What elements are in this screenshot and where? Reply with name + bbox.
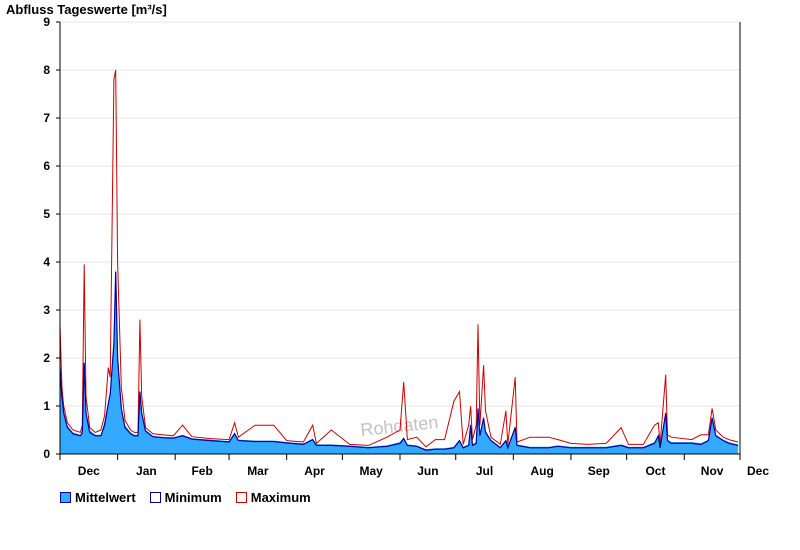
x-tick-label: Jun	[417, 464, 438, 478]
series-mittelwert-area	[60, 266, 739, 454]
legend-label-maximum: Maximum	[250, 490, 311, 505]
y-tick-label: 1	[43, 399, 50, 413]
y-tick-label: 3	[43, 303, 50, 317]
x-tick-label: Nov	[701, 464, 724, 478]
grid-lines	[60, 21, 740, 407]
legend-item-mittelwert: Mittelwert	[60, 490, 136, 505]
y-tick-label: 6	[43, 159, 50, 173]
x-tick-label: Aug	[530, 464, 553, 478]
y-tick-label: 8	[43, 63, 50, 77]
y-tick-label: 5	[43, 207, 50, 221]
legend-item-minimum: Minimum	[149, 490, 222, 505]
legend-label-mittelwert: Mittelwert	[75, 490, 136, 505]
x-tick-label: Apr	[304, 464, 325, 478]
x-tick-label: May	[360, 464, 384, 478]
x-tick-label: Jul	[476, 464, 493, 478]
watermark: Rohdaten	[360, 412, 440, 440]
legend: Mittelwert Minimum Maximum	[60, 490, 311, 505]
x-tick-label: Oct	[645, 464, 665, 478]
x-tick-label: Feb	[191, 464, 212, 478]
series-minimum-line	[59, 271, 739, 451]
y-tick-label: 4	[43, 255, 50, 269]
watermark-text: Rohdaten	[360, 412, 440, 440]
x-tick-label: Mar	[247, 464, 269, 478]
axes: 0 1 2 3 4 5 6 7 8 9 Dec Jan Feb Mar Apr May Jun Jul Aug Sep…	[43, 15, 769, 478]
legend-item-maximum: Maximum	[235, 490, 311, 505]
legend-label-minimum: Minimum	[164, 490, 222, 505]
x-tick-label: Jan	[136, 464, 157, 478]
series-maximum-line	[59, 69, 739, 448]
y-tick-label: 7	[43, 111, 50, 125]
chart-title: Abfluss Tageswerte [m³/s]	[6, 2, 167, 17]
y-tick-label: 0	[43, 447, 50, 461]
x-tick-label: Dec	[78, 464, 100, 478]
legend-swatch-minimum	[149, 492, 161, 503]
legend-swatch-mittelwert	[60, 492, 71, 503]
x-tick-label: Sep	[588, 464, 610, 478]
x-tick-label: Dec	[747, 464, 769, 478]
legend-swatch-maximum	[235, 492, 247, 503]
series-group	[59, 69, 739, 454]
y-tick-label: 2	[43, 351, 50, 365]
y-tick-label: 9	[43, 15, 50, 29]
